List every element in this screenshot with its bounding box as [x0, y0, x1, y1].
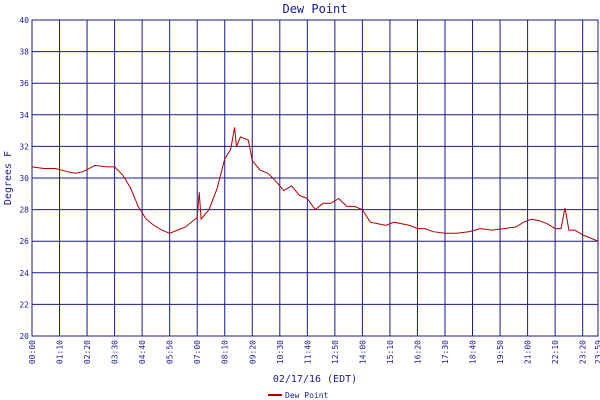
x-tick-label: 09:20 — [248, 340, 257, 364]
x-tick-label: 08:10 — [221, 340, 230, 364]
x-tick-label: 03:30 — [111, 340, 120, 364]
x-tick-label: 22:10 — [551, 340, 560, 364]
x-tick-label: 05:50 — [166, 340, 175, 364]
x-tick-label: 19:50 — [496, 340, 505, 364]
x-tick-label: 21:00 — [524, 340, 533, 364]
x-tick-label: 17:30 — [441, 340, 450, 364]
legend: Dew Point — [268, 391, 329, 400]
x-tick-label: 23:20 — [579, 340, 588, 364]
x-tick-label: 10:30 — [276, 340, 285, 364]
x-tick-label: 04:40 — [138, 340, 147, 364]
y-tick-label: 34 — [19, 111, 29, 120]
chart-title: Dew Point — [282, 2, 347, 16]
x-tick-label: 15:10 — [386, 340, 395, 364]
y-tick-label: 36 — [19, 79, 29, 88]
x-tick-label: 07:00 — [193, 340, 202, 364]
x-axis-ticks: 00:00 01:10 02:20 03:30 04:40 05:50 07:00 08:10… — [28, 340, 600, 364]
legend-label: Dew Point — [285, 391, 329, 400]
x-tick-label: 01:10 — [56, 340, 65, 364]
y-tick-label: 26 — [19, 237, 29, 246]
y-tick-label: 38 — [19, 48, 29, 57]
y-tick-label: 32 — [19, 142, 29, 151]
y-tick-label: 40 — [19, 16, 29, 25]
x-tick-label: 18:40 — [469, 340, 478, 364]
x-tick-label: 11:40 — [303, 340, 312, 364]
x-tick-label: 16:20 — [413, 340, 422, 364]
y-tick-label: 28 — [19, 206, 29, 215]
x-tick-label: 12:50 — [331, 340, 340, 364]
x-tick-label: 00:00 — [28, 340, 37, 364]
x-tick-label: 02:20 — [83, 340, 92, 364]
series-line-dew-point — [31, 127, 599, 242]
x-tick-label: 14:00 — [358, 340, 367, 364]
y-tick-label: 24 — [19, 269, 29, 278]
x-axis-label: 02/17/16 (EDT) — [273, 374, 357, 385]
y-axis-ticks: 20 22 24 26 28 30 32 34 36 38 40 — [19, 16, 29, 341]
y-tick-label: 30 — [19, 174, 29, 183]
grid-lines — [31, 19, 599, 337]
y-tick-label: 20 — [19, 332, 29, 341]
y-tick-label: 22 — [19, 300, 29, 309]
y-axis-label: Degrees F — [3, 151, 14, 205]
x-tick-label: 23:59 — [594, 340, 600, 364]
